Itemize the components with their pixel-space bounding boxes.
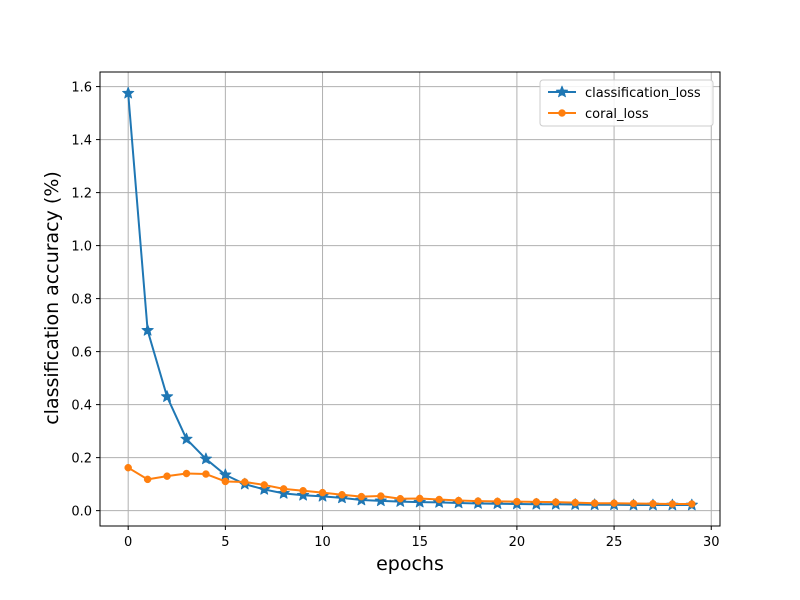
y-tick-label: 0.8 [71, 293, 92, 308]
coral-loss-point [318, 488, 327, 497]
y-tick-label: 0.4 [71, 399, 92, 414]
coral-loss-point [435, 495, 443, 504]
coral-loss-point [299, 487, 307, 495]
coral-loss-point [629, 499, 638, 508]
coral-loss-point [202, 470, 210, 478]
classification-loss-point [219, 468, 232, 481]
coral-loss-point [182, 469, 191, 478]
grid [100, 72, 720, 526]
series-layer [122, 86, 698, 511]
coral-loss-point [552, 498, 560, 506]
coral-loss-point [454, 496, 463, 505]
legend-marker [555, 85, 569, 98]
y-axis-label: classification accuracy (%) [41, 171, 63, 425]
coral-loss-point [338, 490, 346, 499]
legend-marker [558, 109, 566, 117]
coral-loss-point [610, 499, 618, 507]
coral-loss-point [493, 497, 502, 506]
classification-loss-point [199, 452, 213, 465]
legend-label: classification_loss [585, 86, 701, 101]
y-tick-label: 1.0 [71, 240, 92, 255]
coral-loss-line [127, 466, 692, 505]
classification-loss-point [160, 390, 174, 402]
coral-loss-point [143, 475, 152, 484]
x-tick-label: 5 [221, 535, 229, 550]
coral-loss-point [532, 498, 541, 506]
classification-loss-point [180, 432, 193, 445]
classification-loss-point [141, 324, 154, 336]
coral-loss-point [688, 500, 696, 508]
legend: classification_loss coral_loss [539, 79, 714, 127]
x-tick-label: 0 [124, 535, 132, 550]
coral-loss-point [590, 499, 599, 507]
coral-loss-point [513, 497, 521, 506]
coral-loss-point [241, 478, 249, 486]
classification-loss-line [127, 93, 692, 507]
coral-loss-point [357, 492, 366, 501]
y-tick-label: 0.2 [71, 452, 92, 467]
coral-loss-point [415, 494, 424, 503]
coral-loss-point [396, 494, 405, 503]
y-tick-label: 0.0 [71, 505, 92, 520]
coral-loss-point [571, 498, 579, 507]
x-axis-label: epochs [376, 553, 444, 575]
coral-loss-point [163, 472, 171, 480]
x-tick-label: 15 [411, 535, 428, 550]
legend-box [539, 79, 714, 127]
y-tick-label: 1.6 [71, 81, 92, 96]
classification-loss-point [374, 494, 387, 507]
classification-loss-point [297, 488, 310, 501]
legend-item-coral-loss: coral_loss [548, 107, 649, 122]
coral-loss-point [279, 485, 288, 493]
x-tick-label: 25 [606, 535, 623, 550]
y-tick-label: 0.6 [71, 346, 92, 361]
classification-loss-point [258, 483, 271, 495]
legend-item-classification-loss: classification_loss [548, 85, 701, 101]
coral-loss-point [124, 463, 132, 472]
coral-loss-point [260, 481, 268, 489]
classification-loss-point [277, 487, 290, 499]
x-tick-label: 30 [703, 535, 720, 550]
coral-loss-point [377, 492, 385, 500]
series-coral-loss [124, 463, 696, 508]
coral-loss-point [221, 477, 230, 486]
x-tick-label: 10 [314, 535, 331, 550]
y-tick-label: 1.4 [71, 134, 92, 149]
coral-loss-point [649, 499, 657, 508]
classification-loss-point [122, 86, 135, 99]
x-tick-label: 20 [509, 535, 526, 550]
coral-loss-point [668, 500, 677, 508]
coral-loss-point [474, 497, 482, 505]
legend-label: coral_loss [585, 107, 649, 122]
ticks: 0 5 10 15 20 25 30 0.0 0.2 0.4 0.6 0.8 1.0 1.2 1.4 1.6 [71, 81, 719, 550]
y-tick-label: 1.2 [71, 187, 92, 202]
